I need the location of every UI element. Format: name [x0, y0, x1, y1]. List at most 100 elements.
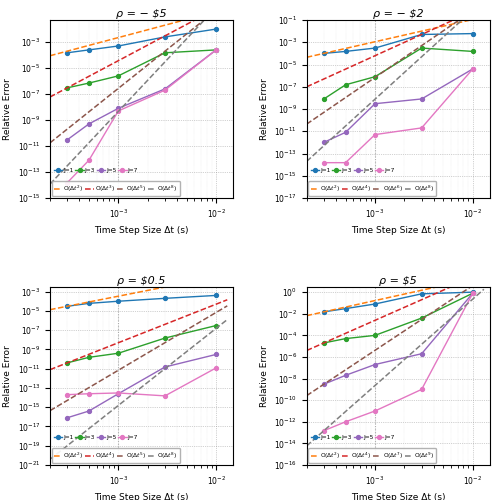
J=1	[64, 304, 70, 310]
J=5	[342, 130, 348, 136]
Line: J=7: J=7	[66, 366, 218, 398]
J=7	[162, 393, 168, 399]
J=1	[116, 298, 121, 304]
J=5	[64, 137, 70, 143]
J=7	[342, 160, 348, 166]
J=1	[86, 47, 92, 53]
J=7	[162, 87, 168, 93]
J=7	[321, 428, 327, 434]
J=5	[213, 47, 219, 53]
J=3	[342, 82, 348, 88]
Title: ρ = $5: ρ = $5	[380, 276, 417, 286]
Line: J=3: J=3	[322, 292, 474, 345]
J=3	[470, 290, 476, 296]
Title: ρ = − $5: ρ = − $5	[116, 9, 167, 19]
J=5	[162, 86, 168, 92]
Line: J=3: J=3	[66, 48, 218, 90]
J=7	[470, 290, 476, 296]
J=1	[418, 32, 424, 38]
J=3	[116, 73, 121, 79]
J=3	[342, 336, 348, 342]
J=5	[64, 415, 70, 421]
J=3	[418, 45, 424, 51]
J=1	[321, 50, 327, 56]
J=3	[116, 350, 121, 356]
J=5	[372, 362, 378, 368]
J=7	[342, 419, 348, 425]
J=1	[372, 301, 378, 307]
J=3	[372, 74, 378, 80]
Line: J=7: J=7	[322, 292, 474, 432]
J=7	[116, 108, 121, 114]
J=1	[86, 300, 92, 306]
J=1	[321, 309, 327, 315]
J=7	[64, 180, 70, 186]
J=3	[162, 50, 168, 56]
J=5	[470, 290, 476, 296]
Line: J=7: J=7	[66, 48, 218, 184]
X-axis label: Time Step Size Δt (s): Time Step Size Δt (s)	[351, 492, 446, 500]
J=1	[470, 30, 476, 36]
J=1	[116, 43, 121, 49]
J=7	[372, 408, 378, 414]
J=7	[213, 365, 219, 371]
Line: J=3: J=3	[66, 324, 218, 365]
J=5	[86, 121, 92, 127]
J=7	[418, 386, 424, 392]
J=7	[321, 160, 327, 166]
Line: J=5: J=5	[322, 292, 474, 386]
J=3	[86, 80, 92, 86]
Line: J=3: J=3	[322, 46, 474, 101]
J=7	[86, 158, 92, 164]
J=1	[470, 289, 476, 295]
J=3	[372, 332, 378, 338]
J=5	[321, 381, 327, 387]
J=1	[213, 292, 219, 298]
Line: J=7: J=7	[322, 67, 474, 164]
J=7	[86, 390, 92, 396]
J=1	[162, 34, 168, 40]
J=5	[116, 106, 121, 112]
J=5	[418, 350, 424, 356]
J=5	[342, 372, 348, 378]
J=3	[213, 47, 219, 53]
Title: ρ = − $2: ρ = − $2	[373, 9, 424, 19]
J=5	[321, 140, 327, 145]
J=3	[321, 340, 327, 346]
J=1	[162, 296, 168, 302]
Y-axis label: Relative Error: Relative Error	[260, 345, 268, 407]
J=3	[86, 354, 92, 360]
J=5	[470, 66, 476, 72]
Line: J=1: J=1	[322, 290, 474, 314]
J=1	[372, 45, 378, 51]
J=5	[372, 100, 378, 106]
Line: J=5: J=5	[66, 352, 218, 420]
J=7	[64, 392, 70, 398]
J=3	[213, 322, 219, 328]
J=5	[86, 408, 92, 414]
J=1	[213, 26, 219, 32]
J=1	[342, 48, 348, 54]
X-axis label: Time Step Size Δt (s): Time Step Size Δt (s)	[351, 226, 446, 234]
J=7	[372, 132, 378, 138]
J=5	[116, 390, 121, 396]
J=1	[64, 50, 70, 56]
J=7	[418, 125, 424, 131]
J=3	[470, 48, 476, 54]
X-axis label: Time Step Size Δt (s): Time Step Size Δt (s)	[94, 226, 189, 234]
J=3	[321, 96, 327, 102]
X-axis label: Time Step Size Δt (s): Time Step Size Δt (s)	[94, 492, 189, 500]
J=7	[470, 66, 476, 72]
Y-axis label: Relative Error: Relative Error	[3, 345, 12, 407]
J=5	[418, 96, 424, 102]
Line: J=1: J=1	[66, 27, 218, 54]
Y-axis label: Relative Error: Relative Error	[260, 78, 268, 140]
J=5	[162, 364, 168, 370]
J=7	[213, 47, 219, 53]
Line: J=1: J=1	[66, 294, 218, 308]
J=5	[213, 352, 219, 358]
J=1	[418, 291, 424, 297]
Line: J=1: J=1	[322, 32, 474, 56]
J=3	[64, 85, 70, 91]
Title: ρ = $0.5: ρ = $0.5	[118, 276, 166, 286]
